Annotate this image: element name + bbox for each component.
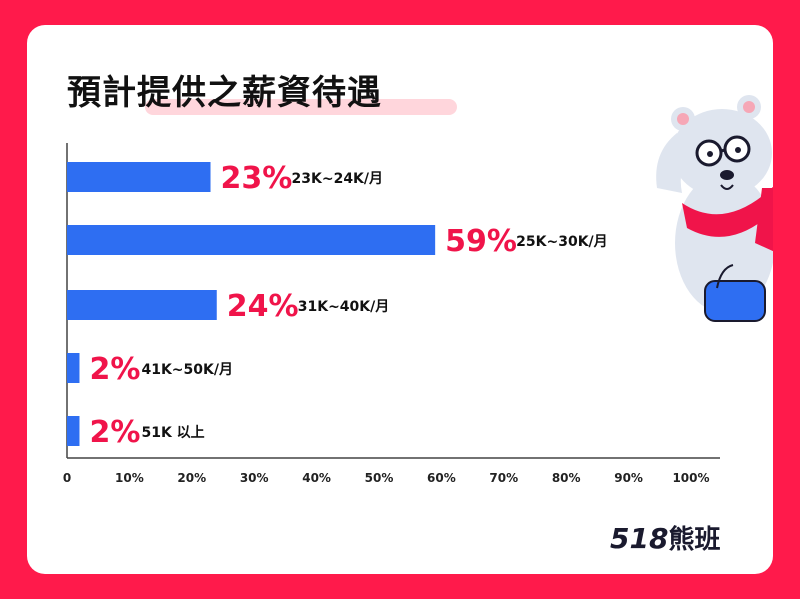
bar-category-label: 41K~50K/月 [141,362,233,378]
x-tick-label: 60% [427,471,456,485]
x-tick-label: 10% [115,471,144,485]
x-tick-label: 0 [63,471,71,485]
x-tick-label: 50% [365,471,394,485]
x-tick-label: 30% [240,471,269,485]
bar [67,353,80,383]
x-tick-label: 90% [614,471,643,485]
brand-name: 熊班 [668,525,721,555]
x-tick-label: 80% [552,471,581,485]
brand-logo: 518熊班 [610,519,720,556]
chart-title: 預計提供之薪資待遇 [67,73,382,113]
title-highlight [145,99,457,115]
brand-number: 518 [610,522,669,555]
bar-value-label: 59% [445,224,517,259]
x-tick-label: 70% [489,471,518,485]
x-tick-label: 20% [177,471,206,485]
x-tick-label: 100% [672,471,709,485]
bar-category-label: 23K~24K/月 [292,171,384,187]
x-tick-label: 40% [302,471,331,485]
title-block: 預計提供之薪資待遇 [67,65,457,115]
bar-value-label: 2% [89,415,140,450]
bar-value-label: 2% [89,352,140,387]
bar-value-label: 24% [227,289,299,324]
bar-category-label: 25K~30K/月 [516,234,608,250]
bar-category-label: 51K 以上 [141,425,204,441]
bar-category-label: 31K~40K/月 [298,299,390,315]
bar-value-label: 23% [221,161,293,196]
bar [67,416,80,446]
bar [67,290,217,320]
bear-mascot-icon [656,95,773,322]
bar [67,162,211,192]
bar [67,225,436,255]
